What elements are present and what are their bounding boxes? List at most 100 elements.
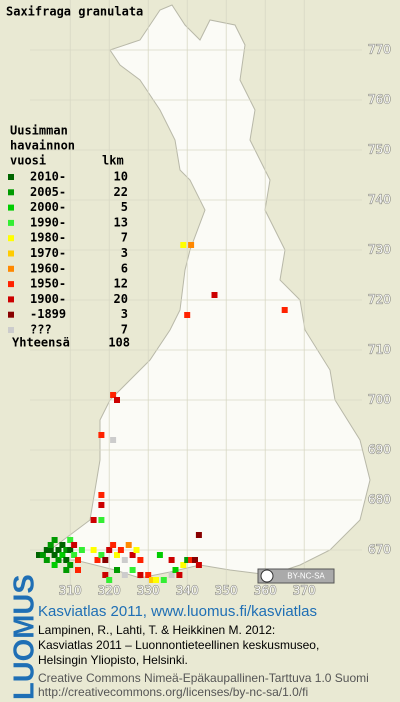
legend-swatch xyxy=(8,174,14,180)
legend-label: 1960- xyxy=(30,261,66,275)
badge-box xyxy=(257,568,335,584)
x-tick-label: 310 xyxy=(59,584,82,598)
legend-heading: havainnon xyxy=(10,139,75,153)
y-tick-label: 740 xyxy=(368,193,391,207)
license-badge: BY-NC-SA xyxy=(257,568,335,584)
y-tick-label: 770 xyxy=(368,43,391,57)
x-tick-label: 320 xyxy=(98,584,121,598)
legend-count: 6 xyxy=(121,261,128,275)
legend-label: 1950- xyxy=(30,277,66,291)
occurrence-square xyxy=(75,567,81,573)
occurrence-square xyxy=(94,557,101,563)
legend-total-label: Yhteensä xyxy=(12,336,70,350)
occurrence-square xyxy=(117,547,124,553)
legend-heading: Uusimman xyxy=(10,124,68,138)
occurrence-square xyxy=(55,557,62,563)
x-tick-label: 350 xyxy=(215,584,238,598)
occurrence-square xyxy=(149,577,156,583)
occurrence-square xyxy=(121,557,128,563)
occurrence-square xyxy=(153,577,159,583)
occurrence-square xyxy=(195,532,202,538)
occurrence-square xyxy=(43,557,50,563)
occurrence-square xyxy=(43,547,50,553)
legend-label: 1970- xyxy=(30,246,66,260)
occurrence-square xyxy=(188,557,195,563)
legend-label: 1980- xyxy=(30,231,66,245)
occurrence-square xyxy=(145,572,152,578)
occurrence-square xyxy=(281,307,288,313)
occurrence-square xyxy=(192,557,198,563)
legend-total: 108 xyxy=(108,336,130,350)
occurrence-square xyxy=(47,542,54,548)
y-tick-label: 730 xyxy=(368,243,391,257)
legend-swatch xyxy=(8,311,14,318)
occurrence-square xyxy=(125,542,132,548)
occurrence-square xyxy=(110,542,117,548)
occurrence-square xyxy=(98,502,105,508)
occurrence-square xyxy=(168,572,175,578)
y-tick-label: 710 xyxy=(368,343,391,357)
occurrence-square xyxy=(160,577,167,583)
occurrence-square xyxy=(71,552,78,558)
x-tick-label: 340 xyxy=(176,584,199,598)
occurrence-square xyxy=(78,547,85,553)
legend-swatch xyxy=(8,265,14,272)
occurrence-square xyxy=(102,572,109,578)
occurrence-square xyxy=(59,552,66,558)
occurrence-square xyxy=(121,572,128,578)
license: Creative Commons Nimeä-Epäkaupallinen-Ta… xyxy=(38,671,369,685)
legend-count: 7 xyxy=(121,323,128,337)
legend-swatch xyxy=(8,219,14,226)
cc-icon xyxy=(260,569,274,583)
legend-label: 2000- xyxy=(30,200,66,214)
footer-heading: Kasviatlas 2011, www.luomus.fi/kasviatla… xyxy=(38,603,317,620)
citation: Kasviatlas 2011 – Luonnontieteellinen ke… xyxy=(38,638,319,652)
occurrence-square xyxy=(36,552,42,558)
occurrence-square xyxy=(188,242,195,248)
legend-count: 13 xyxy=(114,215,128,229)
legend-count: 5 xyxy=(121,200,128,214)
occurrence-square xyxy=(71,542,78,548)
legend-swatch xyxy=(8,250,14,257)
grid xyxy=(30,0,362,585)
citation: Lampinen, R., Lahti, T. & Heikkinen M. 2… xyxy=(38,623,275,637)
occurrence-square xyxy=(55,547,62,553)
occurrence-square xyxy=(184,312,191,318)
legend-label: 1900- xyxy=(30,292,66,306)
occurrence-square xyxy=(63,557,70,563)
occurrence-square xyxy=(114,397,120,403)
x-tick-label: 370 xyxy=(293,584,316,598)
occurrence-square xyxy=(67,562,74,568)
legend-count: 22 xyxy=(114,185,128,199)
legend-swatch xyxy=(8,281,14,288)
occurrence-square xyxy=(114,552,120,558)
x-tick-label: 330 xyxy=(137,584,160,598)
occurrence-square xyxy=(102,557,109,563)
occurrence-square xyxy=(98,492,105,498)
occurrence-square xyxy=(98,517,105,523)
occurrence-square xyxy=(114,567,120,573)
occurrence-square xyxy=(176,572,183,578)
citation: Helsingin Yliopisto, Helsinki. xyxy=(38,653,188,667)
occurrence-square xyxy=(184,557,191,563)
legend-swatch xyxy=(8,189,14,196)
legend-label: -1899 xyxy=(30,307,66,321)
legend-swatch xyxy=(8,235,14,242)
occurrence-square xyxy=(129,567,136,573)
occurrence-square xyxy=(156,552,163,558)
occurrence-square xyxy=(63,567,70,573)
occurrence-square xyxy=(75,557,81,563)
y-tick-label: 670 xyxy=(368,543,391,557)
legend-label: ??? xyxy=(30,323,52,337)
legend-label: 1990- xyxy=(30,215,66,229)
occurrence-square xyxy=(110,437,117,443)
legend-count: 20 xyxy=(114,292,128,306)
occurrence-square xyxy=(133,547,140,553)
badge-text: BY-NC-SA xyxy=(287,572,325,581)
legend-count-header: lkm xyxy=(102,154,124,168)
occurrence-square xyxy=(39,552,46,558)
occurrence-square xyxy=(59,542,66,548)
y-tick-label: 760 xyxy=(368,93,391,107)
occurrence-square xyxy=(67,537,74,543)
occurrence-square xyxy=(211,292,218,298)
